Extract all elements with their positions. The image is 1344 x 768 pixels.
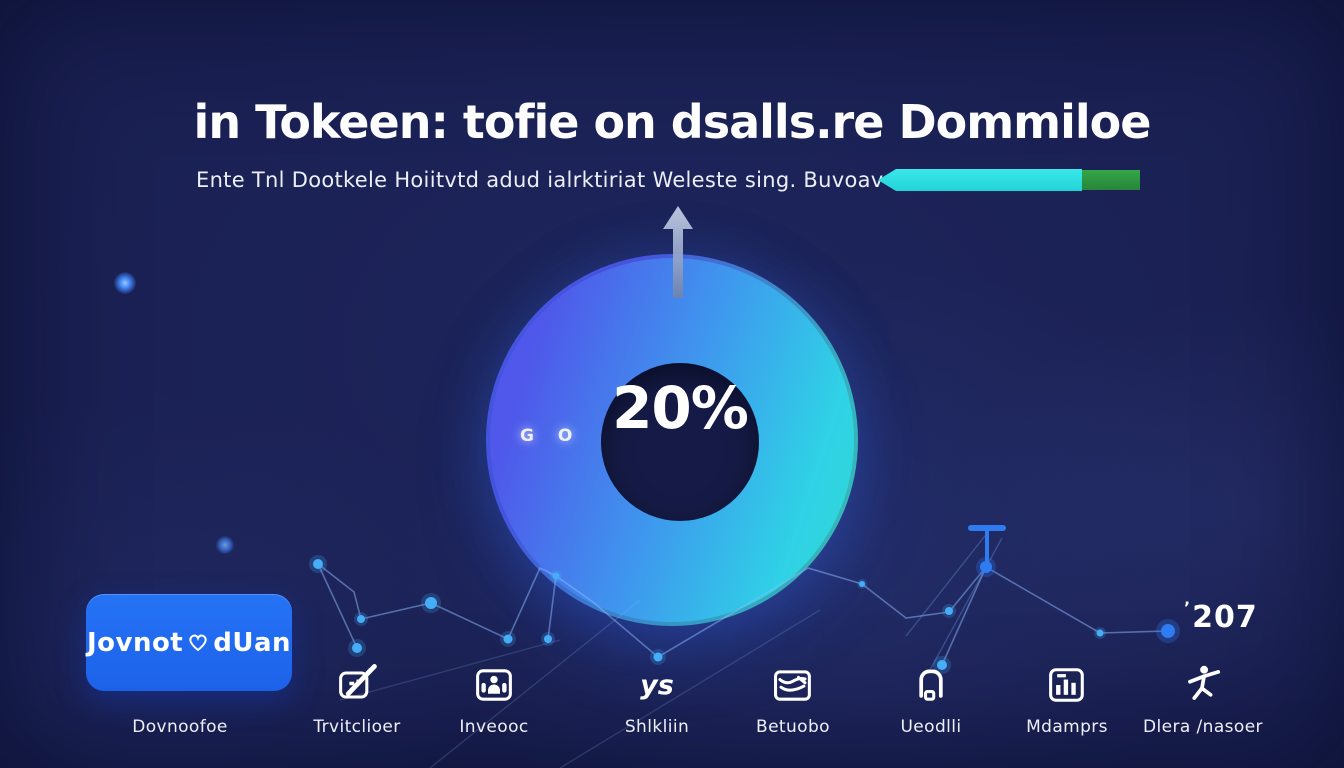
feature-label: Ueodlli [900, 717, 962, 737]
feature-label: Betuobo [756, 717, 830, 737]
cta-label-right: dUan [213, 627, 292, 658]
team-icon [476, 669, 512, 701]
annotation-tick: ʼ [1184, 598, 1192, 617]
feature-label: Dovnoofoe [132, 717, 228, 737]
page-title: in Tokeen: tofie on dsalls.re Dommiloe [193, 94, 1152, 149]
feature-item-ueodlli[interactable]: Ueodlli [846, 658, 1016, 737]
donut-overlay-text: G O [520, 426, 582, 446]
feature-label: Mdamprs [1026, 717, 1108, 737]
cta-label-left: Jovnot [86, 627, 184, 658]
edit-icon [339, 664, 377, 699]
heart-icon [189, 634, 207, 652]
mail-icon [774, 670, 811, 701]
glow-dot [114, 272, 136, 294]
glow-dot [216, 536, 234, 554]
feature-item-dlera-nasoer[interactable]: Dlera /nasoer [1118, 658, 1288, 737]
feature-item-mdamprs[interactable]: Mdamprs [982, 658, 1152, 737]
ys-icon: ys [640, 669, 674, 701]
cta-button[interactable]: Jovnot dUan [86, 594, 292, 691]
bar-chart-icon [1049, 668, 1084, 702]
feature-item-betuobo[interactable]: Betuobo [708, 658, 878, 737]
feature-label: Shlkliin [624, 717, 690, 737]
feature-label: Trvitclioer [313, 717, 401, 737]
page-subtitle: Ente Tnl Dootkele Hoiitvtd adud ialrktir… [196, 168, 884, 192]
feature-label: Inveooc [459, 717, 529, 737]
donut-percentage-label: 20% [612, 374, 749, 442]
donut-hole [601, 363, 759, 521]
feature-item-trvitclioer[interactable]: Trvitclioer [272, 658, 442, 737]
feature-item-dovnoofoe[interactable]: Dovnoofoe [95, 658, 265, 737]
magnet-icon [919, 669, 943, 701]
progress-bar-cyan-fill [878, 169, 1082, 191]
arrow-up-icon [663, 206, 693, 298]
feature-item-inveooc[interactable]: Inveooc [409, 658, 579, 737]
progress-bar [878, 169, 1140, 191]
t-marker [968, 525, 1006, 567]
feature-icon-empty [95, 658, 265, 712]
progress-bar-green-segment [1082, 170, 1140, 190]
person-icon [1188, 665, 1221, 700]
donut-chart: 20% G O [490, 258, 854, 622]
feature-item-shlkliin[interactable]: ys Shlkliin [572, 658, 742, 738]
annotation-value: ʼ207 [1184, 598, 1258, 635]
feature-label: Dlera /nasoer [1143, 717, 1263, 737]
